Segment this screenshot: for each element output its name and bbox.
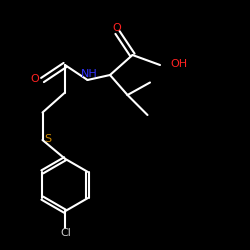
Text: NH: NH: [80, 70, 97, 80]
Text: Cl: Cl: [61, 228, 72, 238]
Text: O: O: [30, 74, 40, 84]
Text: O: O: [112, 23, 122, 33]
Text: S: S: [44, 134, 52, 144]
Text: OH: OH: [170, 59, 187, 69]
